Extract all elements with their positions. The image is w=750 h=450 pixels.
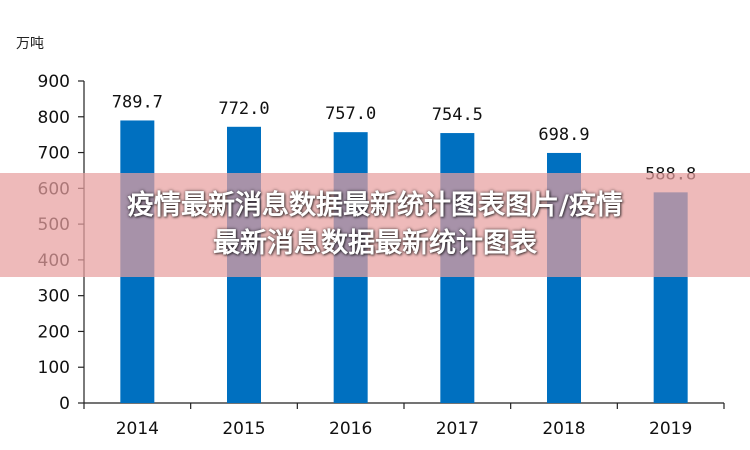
y-tick-label: 200 <box>38 322 70 342</box>
y-tick-label: 0 <box>59 394 70 414</box>
y-tick-label: 100 <box>38 358 70 378</box>
data-label-2018: 698.9 <box>538 125 589 145</box>
x-tick-label: 2018 <box>542 419 585 439</box>
data-label-2017: 754.5 <box>432 105 483 125</box>
watermark-banner: 疫情最新消息数据最新统计图表图片/疫情 最新消息数据最新统计图表 <box>0 173 750 277</box>
x-tick-label: 2019 <box>649 419 692 439</box>
y-tick-label: 900 <box>38 72 70 92</box>
y-tick-label: 700 <box>38 144 70 164</box>
y-tick-label: 800 <box>38 108 70 128</box>
data-label-2015: 772.0 <box>218 99 269 119</box>
watermark-line-2: 最新消息数据最新统计图表 <box>213 228 537 259</box>
watermark-line-1: 疫情最新消息数据最新统计图表图片/疫情 <box>127 190 623 221</box>
x-tick-label: 2016 <box>329 419 372 439</box>
y-axis-unit-label: 万吨 <box>16 36 44 52</box>
x-tick-label: 2017 <box>436 419 479 439</box>
x-tick-label: 2015 <box>222 419 265 439</box>
y-tick-label: 300 <box>38 287 70 307</box>
x-tick-label: 2014 <box>116 419 159 439</box>
data-label-2016: 757.0 <box>325 104 376 124</box>
data-label-2014: 789.7 <box>112 92 163 112</box>
